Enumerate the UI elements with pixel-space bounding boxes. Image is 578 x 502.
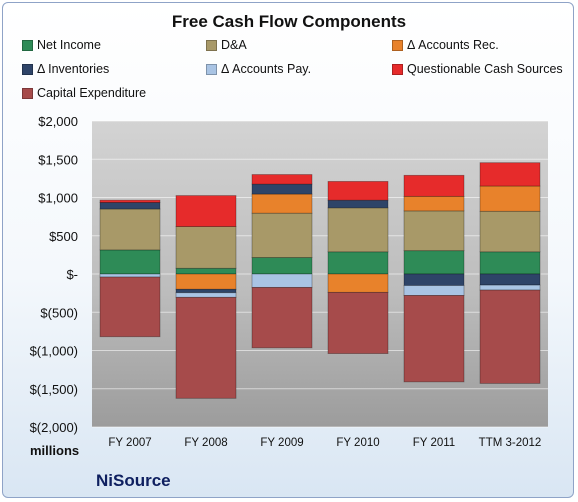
legend-label: Capital Expenditure: [37, 86, 147, 100]
legend-swatch: [206, 63, 217, 75]
bar-segment: [175, 195, 237, 227]
bar-segment: [99, 199, 161, 203]
bar-segment: [403, 195, 465, 212]
bar-segment: [327, 291, 389, 354]
bar-segment: [327, 181, 389, 201]
legend-item: Δ Inventories: [22, 62, 109, 76]
bar-segment: [479, 210, 541, 253]
legend-swatch: [22, 87, 33, 99]
gridlines: [92, 120, 548, 428]
legend-label: Δ Accounts Rec.: [407, 38, 499, 52]
x-tick-label: FY 2011: [413, 437, 455, 449]
bar-segment: [175, 267, 237, 275]
x-tick-label: FY 2007: [108, 437, 151, 449]
bar-segment: [175, 288, 237, 294]
bar-segment: [99, 208, 161, 251]
bar-segment: [251, 286, 313, 349]
y-tick-label: $(1,000): [30, 344, 78, 359]
legend-item: Δ Accounts Rec.: [392, 38, 499, 52]
legend-label: Net Income: [37, 38, 101, 52]
legend-label: Questionable Cash Sources: [407, 62, 563, 76]
bar-segment: [327, 251, 389, 275]
y-tick-label: $(500): [40, 305, 78, 320]
bar-segment: [99, 202, 161, 210]
bar-segment: [327, 199, 389, 209]
company-name: NiSource: [96, 471, 171, 490]
bar-segment: [99, 273, 161, 278]
bar-segment: [479, 185, 541, 212]
bar-segment: [99, 276, 161, 338]
y-tick-label: $500: [49, 229, 78, 244]
legend-swatch: [22, 39, 33, 51]
bar-segment: [403, 285, 465, 296]
legend-swatch: [22, 63, 33, 75]
y-tick-label: $-: [66, 267, 78, 282]
bar-segment: [251, 183, 313, 195]
legend-label: Δ Inventories: [37, 62, 110, 76]
units-label: millions: [30, 443, 80, 458]
x-axis-ticks: FY 2007 FY 2008 FY 2009 FY 2010 FY 2011 TTM 3…: [108, 437, 541, 449]
bar-segment: [479, 251, 541, 275]
y-tick-label: $1,000: [38, 191, 78, 206]
y-tick-label: $(1,500): [30, 382, 78, 397]
legend-item: Questionable Cash Sources: [392, 62, 563, 76]
bar-segment: [251, 212, 313, 258]
y-tick-label: $2,000: [38, 114, 78, 129]
legend-swatch: [392, 39, 403, 51]
legend-item: Δ Accounts Pay.: [206, 62, 311, 76]
chart-title: Free Cash Flow Components: [171, 12, 407, 31]
bar-segment: [251, 174, 313, 185]
bar-segment: [175, 292, 237, 298]
legend-swatch: [392, 63, 403, 75]
bar-segment: [327, 207, 389, 253]
legend-label: Δ Accounts Pay.: [221, 62, 312, 76]
bar-segment: [175, 273, 237, 290]
bar-segment: [403, 210, 465, 252]
y-tick-label: $(2,000): [30, 420, 78, 435]
y-tick-label: $1,500: [38, 152, 78, 167]
x-tick-label: TTM 3-2012: [479, 437, 542, 449]
y-axis-ticks: $2,000 $1,500 $1,000 $500 $- $(500) $(1,000) $(…: [30, 114, 78, 435]
bar-segment: [403, 250, 465, 275]
bars: [99, 162, 541, 399]
bar-segment: [175, 226, 237, 269]
bar-segment: [251, 257, 313, 275]
bar-segment: [479, 284, 541, 291]
bar-segment: [403, 174, 465, 197]
x-tick-label: FY 2008: [184, 437, 227, 449]
x-tick-label: FY 2009: [260, 437, 303, 449]
bar-segment: [251, 273, 313, 288]
bar-segment: [327, 273, 389, 293]
legend-item: D&A: [206, 38, 247, 52]
bar-segment: [175, 296, 237, 399]
bar-segment: [479, 289, 541, 384]
bar-segment: [479, 273, 541, 286]
legend-label: D&A: [221, 38, 247, 52]
bar-segment: [403, 295, 465, 383]
legend-swatch: [206, 39, 217, 51]
bar-segment: [403, 273, 465, 286]
bar-segment: [251, 193, 313, 214]
legend-item: Capital Expenditure: [22, 86, 146, 100]
legend-item: Net Income: [22, 38, 101, 52]
bar-segment: [479, 162, 541, 187]
x-tick-label: FY 2010: [336, 437, 379, 449]
bar-segment: [99, 249, 161, 275]
